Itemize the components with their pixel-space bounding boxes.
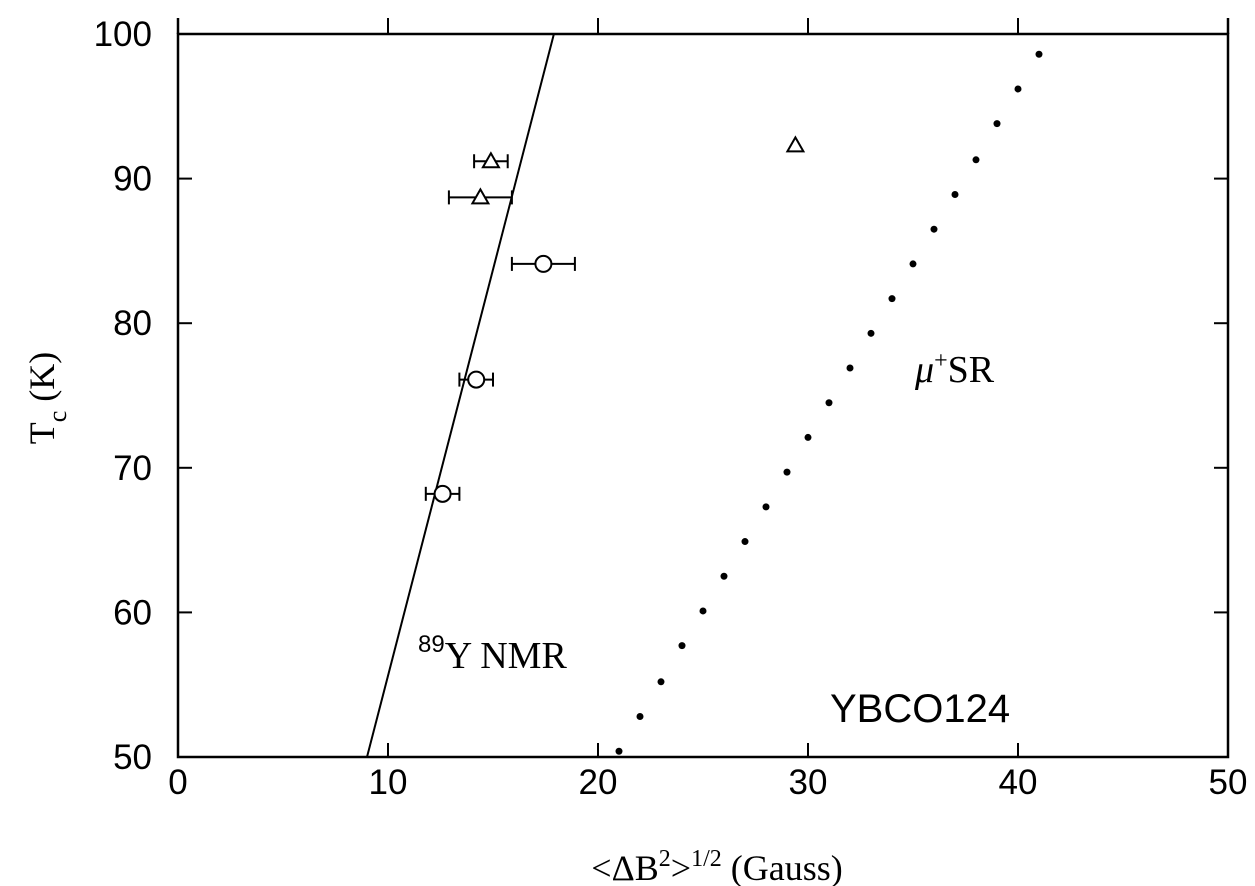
circle-point (433, 484, 452, 503)
musr-point (720, 572, 728, 580)
y-tick-label: 90 (113, 160, 152, 199)
musr-point (762, 503, 770, 511)
musr-point (804, 433, 812, 441)
tick-labels: 0 10 20 30 40 50 50 60 70 80 90 100 (94, 15, 1248, 802)
musr-point (951, 191, 959, 199)
x-tick-label: 40 (999, 763, 1038, 802)
y-tick-label: 60 (113, 593, 152, 632)
plot-frame (176, 18, 1230, 759)
x-tick-label: 30 (789, 763, 828, 802)
x-tick-label: 20 (579, 763, 618, 802)
musr-point (699, 607, 707, 615)
triangle-point (785, 135, 806, 153)
data-marks (366, 33, 1043, 758)
musr-point (1035, 50, 1043, 58)
x-tick-label: 10 (369, 763, 408, 802)
plot-border (176, 32, 1230, 759)
musr-point (678, 642, 686, 650)
nmr-fit-line (366, 33, 555, 758)
musr-point (972, 156, 980, 164)
x-tick-label: 0 (168, 763, 187, 802)
musr-label: μ+SR (914, 348, 995, 391)
musr-point (909, 260, 917, 268)
circle-point (534, 254, 553, 273)
musr-point (783, 468, 791, 476)
musr-point (741, 538, 749, 546)
axis-ticks (177, 18, 1229, 758)
musr-point (657, 678, 665, 686)
y-tick-label: 50 (113, 738, 152, 777)
musr-point (636, 713, 644, 721)
triangle-point (470, 187, 491, 205)
y-tick-label: 80 (113, 304, 152, 343)
x-tick-label: 50 (1209, 763, 1248, 802)
musr-point (867, 329, 875, 337)
musr-point (846, 364, 854, 372)
triangle-point (481, 151, 501, 169)
y-tick-label: 70 (113, 449, 152, 488)
compound-label: YBCO124 (830, 687, 1010, 731)
musr-point (993, 120, 1001, 128)
musr-point (825, 399, 833, 407)
musr-point (1014, 85, 1022, 93)
musr-point (888, 295, 896, 303)
musr-point (930, 225, 938, 233)
musr-point (615, 747, 623, 755)
circle-point (467, 370, 486, 389)
x-axis-title: <ΔB2>1/2 (Gauss) (591, 846, 842, 886)
y-axis-title: Tc (K) (22, 352, 72, 445)
y-tick-label: 100 (94, 15, 152, 54)
nmr-label: 89Y NMR (418, 631, 567, 677)
